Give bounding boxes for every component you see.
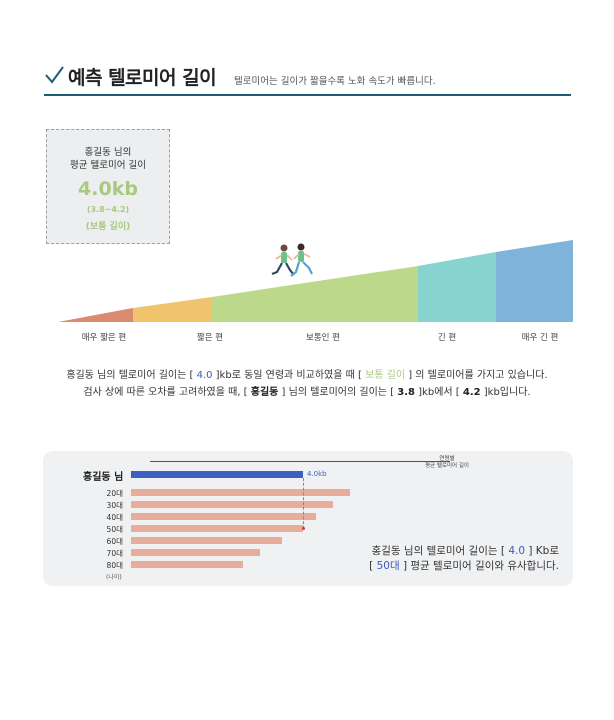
age-label-50대: 50대 xyxy=(106,525,123,534)
user-bar xyxy=(131,471,303,478)
scale-label-very-long: 매우 긴 편 xyxy=(521,333,559,343)
age-bar-60대 xyxy=(131,537,282,544)
scale-segment-very-long xyxy=(496,240,573,322)
age-bar-40대 xyxy=(131,513,316,520)
user-length-value: 4.0 xyxy=(196,370,213,381)
scale-segment-very-short xyxy=(58,308,133,322)
user-length-class: 보통 길이 xyxy=(365,370,406,381)
description-line2: 검사 상에 따른 오차를 고려하였을 때, [ 홍길동 ] 님의 텔로미어의 길… xyxy=(83,387,531,398)
age-bar-50대 xyxy=(131,525,303,532)
match-marker xyxy=(302,527,305,530)
match-guide-line xyxy=(303,478,304,529)
age-label-30대: 30대 xyxy=(106,501,123,510)
user-bar-value: 4.0kb xyxy=(307,470,327,478)
age-unit-label: (나이) xyxy=(106,574,122,581)
avg-box-line1: 홍길동 님의 xyxy=(84,147,132,158)
scale-label-long: 긴 편 xyxy=(437,333,457,343)
scale-label-normal: 보통인 편 xyxy=(306,333,340,343)
summary-line2: [ 50대 ] 평균 텔로미어 길이와 유사합니다. xyxy=(369,560,559,572)
age-label-80대: 80대 xyxy=(106,561,123,570)
age-bar-30대 xyxy=(131,501,334,508)
runners-icon xyxy=(271,243,313,277)
page-subtitle: 텔로미어는 길이가 짧을수록 노화 속도가 빠릅니다. xyxy=(234,76,436,87)
length-scale-wedge xyxy=(58,240,573,322)
average-length-box: 홍길동 님의 평균 텔로미어 길이 4.0kb (3.8~4.2) (보통 길이… xyxy=(46,129,170,244)
avg-box-line2: 평균 텔로미어 길이 xyxy=(70,160,146,171)
age-label-70대: 70대 xyxy=(106,549,123,558)
range-high: 4.2 xyxy=(462,387,481,398)
legend-line xyxy=(150,461,450,462)
age-comparison-panel: 연령별 평균 텔로미어 길이 홍길동 님 (나이) 홍길동 님의 텔로미어 길이… xyxy=(43,451,573,586)
scale-segment-short xyxy=(133,297,212,322)
avg-length-range: (3.8~4.2) xyxy=(86,205,130,214)
age-label-60대: 60대 xyxy=(106,537,123,546)
legend-label: 연령별 평균 텔로미어 길이 xyxy=(425,456,469,469)
age-bar-70대 xyxy=(131,549,260,556)
check-icon xyxy=(45,66,64,84)
scale-label-very-short: 매우 짧은 편 xyxy=(81,333,127,343)
page-title: 예측 텔로미어 길이 xyxy=(68,67,217,89)
scale-segment-long xyxy=(418,252,496,322)
description-line1: 홍길동 님의 텔로미어 길이는 [ 4.0 ]kb로 동일 연령과 비교하였을 … xyxy=(66,370,548,381)
avg-length-value: 4.0kb xyxy=(78,178,138,200)
age-bar-80대 xyxy=(131,561,243,568)
age-label-40대: 40대 xyxy=(106,513,123,522)
age-label-20대: 20대 xyxy=(106,489,123,498)
avg-length-class: (보통 길이) xyxy=(85,222,131,232)
age-bar-20대 xyxy=(131,489,351,496)
user-bar-label: 홍길동 님 xyxy=(83,472,124,483)
summary-line1: 홍길동 님의 텔로미어 길이는 [ 4.0 ] Kb로 xyxy=(371,545,559,557)
section-header: 예측 텔로미어 길이 텔로미어는 길이가 짧을수록 노화 속도가 빠릅니다. xyxy=(44,62,571,96)
range-low: 3.8 xyxy=(397,387,415,398)
user-name: 홍길동 xyxy=(250,387,279,398)
scale-label-short: 짧은 편 xyxy=(196,333,224,343)
scale-segment-normal xyxy=(212,266,418,322)
